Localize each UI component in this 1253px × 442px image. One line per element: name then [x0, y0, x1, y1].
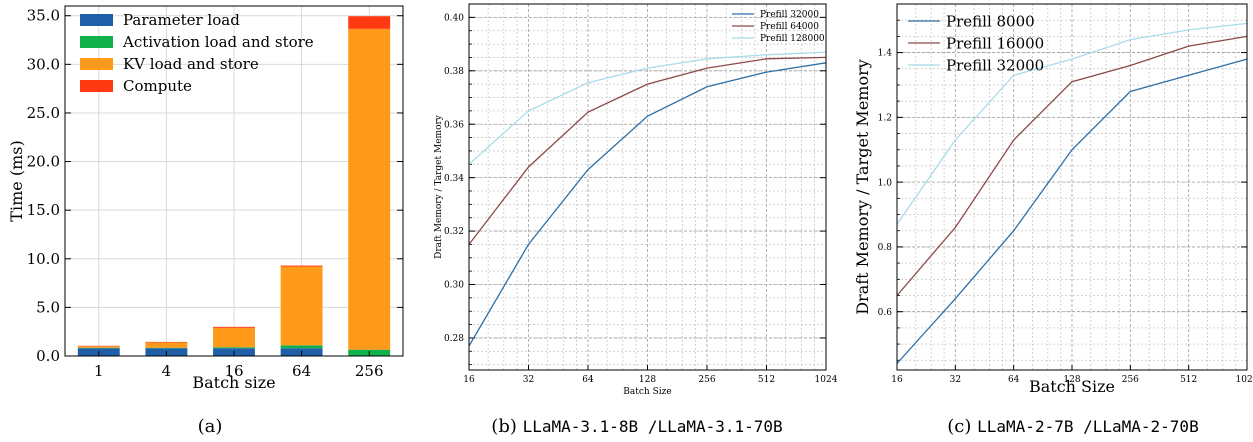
x-tick-label: 256 — [698, 375, 715, 385]
x-axis-label: Batch Size — [1029, 377, 1115, 396]
caption-prefix: (b) — [491, 416, 522, 437]
caption-model: LLaMA-3.1-8B /LLaMA-3.1-70B — [523, 417, 783, 436]
x-tick-label: 16 — [891, 375, 903, 385]
bar-segment-kv-load-and-store — [145, 342, 188, 348]
y-tick-label: 1.4 — [878, 49, 893, 59]
y-tick-label: 0.8 — [878, 243, 893, 253]
legend-label: Prefill 32000 — [760, 10, 819, 20]
y-tick-label: 0.34 — [444, 174, 464, 184]
series-line-prefill-32000 — [468, 62, 827, 347]
legend-label: Parameter load — [123, 11, 240, 29]
y-tick-label: 10.0 — [27, 250, 60, 268]
bar-segment-activation-load-and-store — [213, 347, 255, 349]
y-tick-label: 0.6 — [878, 308, 893, 318]
y-tick-label: 0.40 — [444, 14, 464, 24]
bar-segment-kv-load-and-store — [348, 28, 391, 350]
series-line-prefill-32000 — [896, 22, 1248, 225]
series-line-prefill-16000 — [896, 35, 1248, 296]
caption-prefix: (c) — [947, 416, 977, 437]
bar-segment-compute — [280, 265, 323, 267]
x-tick-label: 32 — [523, 375, 534, 385]
y-tick-label: 0.32 — [444, 227, 464, 237]
legend-label: Compute — [123, 77, 192, 95]
plot-frame — [64, 5, 404, 357]
y-axis-label: Draft Memory / Target Memory — [434, 114, 444, 259]
y-tick-label: 5.0 — [36, 298, 60, 316]
x-tick-label: 512 — [1180, 375, 1197, 385]
caption-a: (a) — [198, 416, 223, 437]
x-tick-label: 64 — [292, 362, 311, 380]
legend-swatch — [80, 58, 113, 70]
y-tick-label: 1.0 — [878, 178, 893, 188]
legend-label: Prefill 8000 — [946, 12, 1035, 30]
legend-label: Prefill 32000 — [946, 56, 1044, 74]
legend-swatch — [80, 14, 113, 26]
legend-label: Prefill 64000 — [760, 22, 819, 32]
y-tick-label: 20.0 — [27, 153, 60, 171]
y-tick-label: 15.0 — [27, 201, 60, 219]
chart-a: 1 4 16 64 256 0.0 5.0 10.0 15.0 20.0 25.0 30.0 35.0 B… — [7, 5, 404, 437]
bar-segment-compute — [77, 345, 120, 347]
bar-segment-kv-load-and-store — [280, 266, 323, 346]
x-tick-label: 256 — [1122, 375, 1139, 385]
bar-segment-activation-load-and-store — [145, 347, 188, 349]
x-tick-label: 512 — [758, 375, 775, 385]
caption: (b) LLaMA-3.1-8B /LLaMA-3.1-70B — [491, 416, 782, 437]
caption-model: LLaMA-2-7B /LLaMA-2-70B — [977, 417, 1199, 436]
x-tick-label: 128 — [639, 375, 656, 385]
caption: (c) LLaMA-2-7B /LLaMA-2-70B — [947, 416, 1198, 437]
x-tick-label: 64 — [1008, 375, 1020, 385]
plot-frame — [896, 3, 1248, 371]
x-tick-label: 16 — [463, 375, 475, 385]
y-axis-label: Draft Memory / Target Memory — [853, 59, 872, 315]
legend-label: KV load and store — [123, 55, 259, 73]
x-tick-label: 256 — [355, 362, 384, 380]
series-line-prefill-64000 — [468, 56, 827, 245]
bar-segment-kv-load-and-store — [213, 327, 255, 348]
legend-label: Prefill 16000 — [946, 34, 1044, 52]
plot-frame — [468, 3, 827, 371]
bar-segment-kv-load-and-store — [77, 346, 120, 348]
legend-label: Activation load and store — [122, 33, 314, 51]
legend-label: Prefill 128000 — [760, 34, 825, 44]
legend-swatch — [80, 36, 113, 48]
bar-segment-activation-load-and-store — [280, 345, 323, 349]
y-tick-label: 30.0 — [27, 55, 60, 73]
series-line-prefill-128000 — [468, 51, 827, 165]
y-tick-label: 0.30 — [444, 281, 464, 291]
x-tick-label: 1024 — [815, 375, 838, 385]
x-tick-label: 64 — [582, 375, 594, 385]
x-tick-label: 1 — [94, 362, 104, 380]
x-tick-label: 32 — [950, 375, 961, 385]
y-tick-label: 0.36 — [444, 120, 464, 130]
x-tick-label: 4 — [162, 362, 172, 380]
y-axis-label: Time (ms) — [7, 140, 26, 221]
x-axis-label: Batch size — [192, 373, 275, 392]
y-tick-label: 35.0 — [27, 7, 60, 25]
legend-swatch — [80, 80, 113, 92]
bar-segment-compute — [348, 16, 391, 29]
x-axis-label: Batch Size — [623, 387, 671, 397]
bar-segment-compute — [145, 341, 188, 343]
y-tick-label: 0.28 — [444, 334, 464, 344]
y-tick-label: 1.2 — [878, 114, 892, 124]
chart-c: 16 32 64 128 256 512 1024 0.6 0.8 1.0 1.2 1.4 Batch … — [853, 3, 1253, 437]
series-line-prefill-8000 — [896, 58, 1248, 364]
bar-segment-compute — [213, 326, 255, 328]
x-tick-label: 1024 — [1236, 375, 1253, 385]
x-tick-label: 16 — [224, 362, 243, 380]
y-tick-label: 25.0 — [27, 104, 60, 122]
bar-segment-activation-load-and-store — [77, 347, 120, 349]
y-tick-label: 0.38 — [444, 67, 464, 77]
y-tick-label: 0.0 — [36, 347, 60, 365]
chart-b: 16 32 64 128 256 512 1024 0.28 0.30 0.32 0.34 0.36 0… — [434, 3, 838, 437]
x-tick-label: 128 — [1063, 375, 1080, 385]
